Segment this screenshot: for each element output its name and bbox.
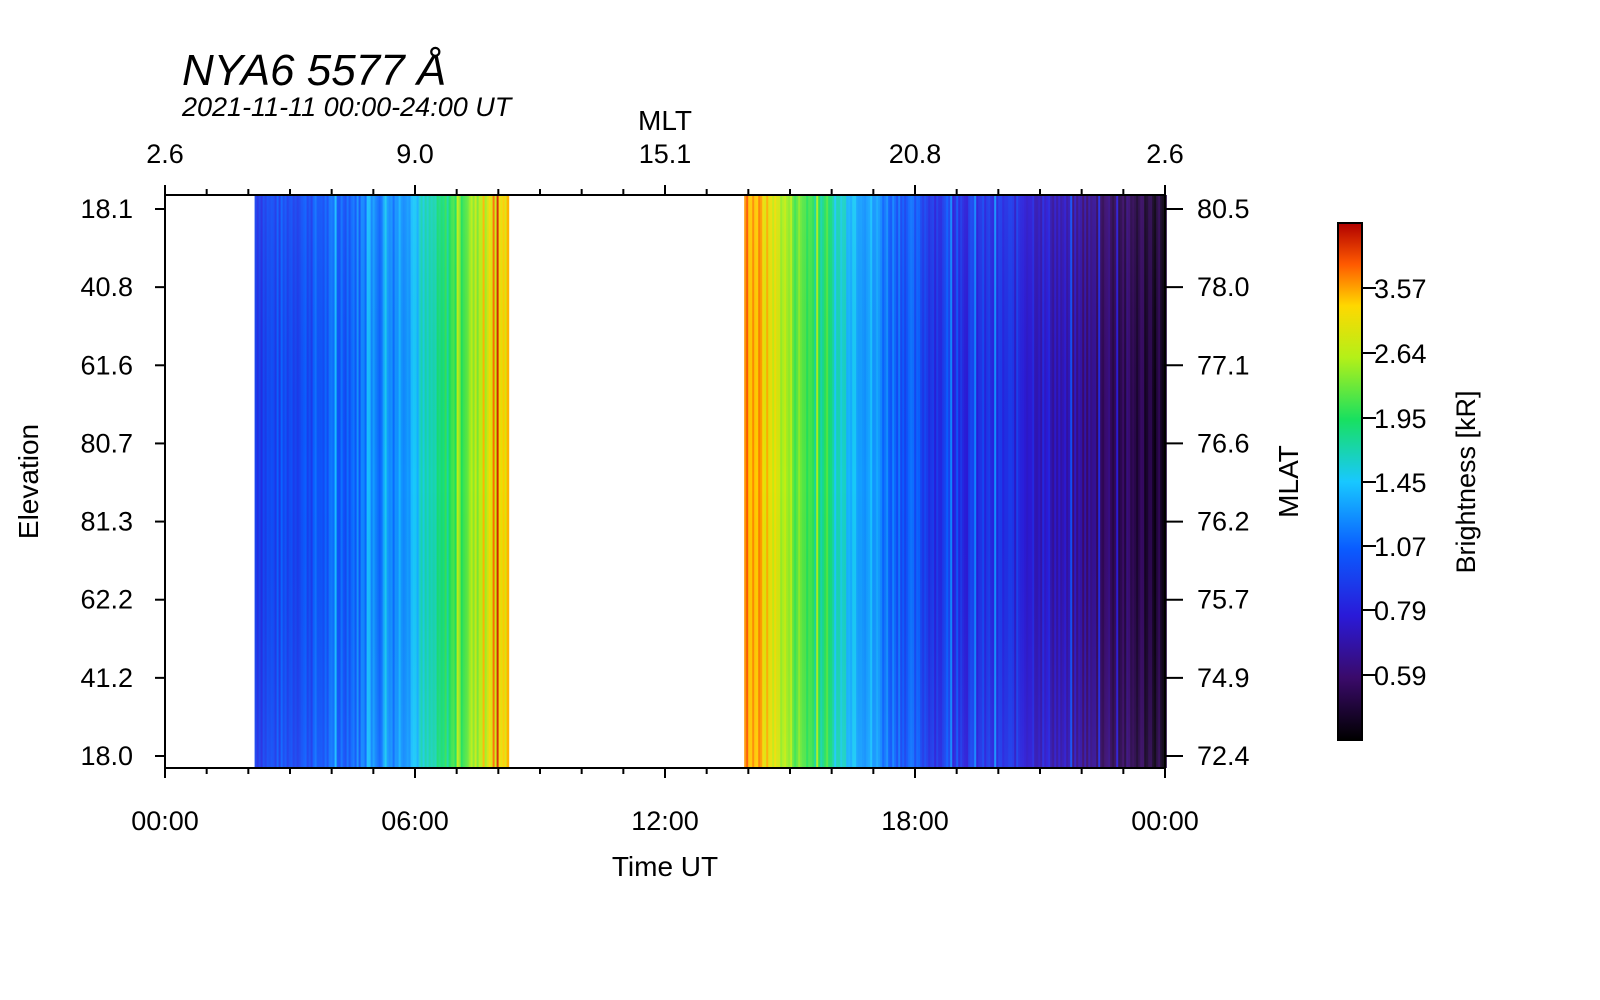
colorbar-tick-label: 1.07 [1374,532,1427,562]
elevation-tick-label: 62.2 [80,585,133,615]
mlat-tick-label: 75.7 [1197,585,1250,615]
segment-shading [744,195,1165,768]
plot-axes: 00:00 06:00 12:00 18:00 00:00 2.6 9.0 15.1 20.8 2… [13,105,1304,882]
elevation-tick-label: 41.2 [80,663,133,693]
elevation-tick-label: 80.7 [80,428,133,458]
mlat-tick-label: 80.5 [1197,194,1250,224]
data-segment-1 [254,195,510,768]
x-tick-label: 00:00 [131,806,199,836]
colorbar-gradient [1337,222,1363,741]
x-tick-label: 12:00 [631,806,699,836]
keogram-image [254,195,1167,768]
elevation-tick-label: 40.8 [80,272,133,302]
chart-title: NYA6 5577 Å [182,46,447,95]
colorbar-tick-label: 3.57 [1374,274,1427,304]
colorbar: 3.57 2.64 1.95 1.45 1.07 0.79 0.59 Brightness [… [1337,222,1481,741]
x-tick-label: 18:00 [881,806,949,836]
chart-subtitle: 2021-11-11 00:00-24:00 UT [182,92,512,122]
colorbar-tick-label: 1.45 [1374,468,1427,498]
keogram-column [506,195,510,768]
mlat-tick-label: 74.9 [1197,663,1250,693]
x-axis-label: Time UT [612,851,718,882]
mlt-tick-label: 2.6 [146,139,184,169]
colorbar-tick-label: 2.64 [1374,339,1427,369]
mlt-tick-label: 2.6 [1146,139,1184,169]
mlat-tick-label: 77.1 [1197,350,1250,380]
mlat-tick-label: 76.6 [1197,428,1250,458]
mlat-tick-label: 72.4 [1197,741,1250,771]
elevation-tick-label: 18.0 [80,741,133,771]
colorbar-label: Brightness [kR] [1451,390,1481,573]
colorbar-tick-label: 1.95 [1374,404,1427,434]
elevation-tick-label: 81.3 [80,507,133,537]
mlt-tick-label: 15.1 [639,139,692,169]
mlt-axis-label: MLT [638,105,692,136]
mlt-tick-label: 20.8 [889,139,942,169]
x-tick-label: 06:00 [381,806,449,836]
mlt-tick-label: 9.0 [396,139,434,169]
colorbar-tick-label: 0.59 [1374,661,1427,691]
segment-shading [254,195,507,768]
elevation-tick-label: 18.1 [80,194,133,224]
x-tick-label: 00:00 [1131,806,1199,836]
y-axis-label: Elevation [13,424,44,539]
data-segment-2 [744,195,1167,768]
colorbar-tick-label: 0.79 [1374,596,1427,626]
mlat-tick-label: 78.0 [1197,272,1250,302]
mlat-tick-label: 76.2 [1197,507,1250,537]
mlat-axis-label: MLAT [1273,445,1304,518]
elevation-tick-label: 61.6 [80,350,133,380]
